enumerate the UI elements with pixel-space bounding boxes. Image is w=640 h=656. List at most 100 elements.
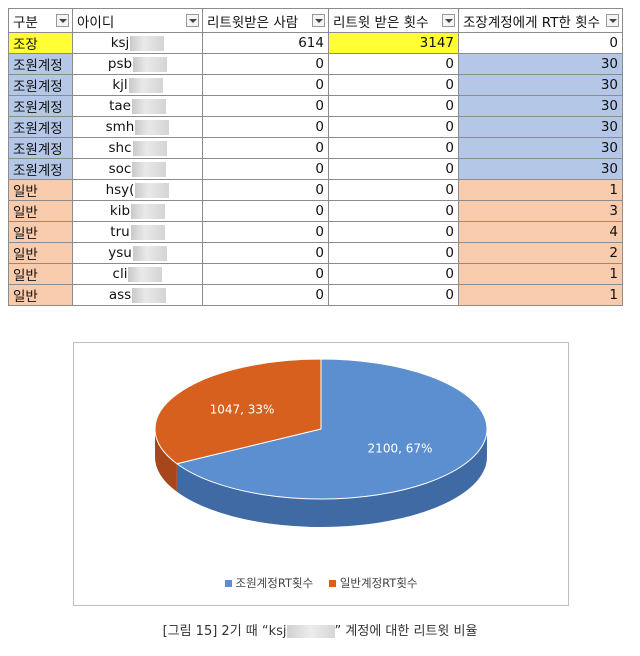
header-row: 구분 아이디 리트윗받은 사람 리트윗 받은 횟수 조장계정에게 RT한 횟수 (8, 8, 623, 33)
id-cell[interactable]: shc (72, 137, 203, 159)
retweet-table: 구분 아이디 리트윗받은 사람 리트윗 받은 횟수 조장계정에게 RT한 횟수 … (8, 8, 623, 306)
rt-to-leader-cell[interactable]: 30 (458, 95, 623, 117)
received-count-cell[interactable]: 0 (328, 53, 459, 75)
rt-to-leader-cell[interactable]: 4 (458, 221, 623, 243)
type-cell[interactable]: 일반 (8, 263, 73, 285)
redacted-id (130, 224, 165, 240)
filter-dropdown-icon[interactable] (442, 14, 455, 27)
rt-to-leader-cell[interactable]: 0 (458, 32, 623, 54)
received-count-cell[interactable]: 0 (328, 242, 459, 264)
received-people-cell[interactable]: 0 (202, 74, 329, 96)
received-count-cell[interactable]: 0 (328, 200, 459, 222)
table-row: 조원계정 kjl 0 0 30 (8, 74, 623, 96)
redacted-id (132, 140, 167, 156)
received-count-cell[interactable]: 0 (328, 95, 459, 117)
rt-to-leader-cell[interactable]: 1 (458, 263, 623, 285)
received-count-cell[interactable]: 0 (328, 158, 459, 180)
received-count-cell[interactable]: 0 (328, 74, 459, 96)
type-cell[interactable]: 조원계정 (8, 137, 73, 159)
id-cell[interactable]: cli (72, 263, 203, 285)
type-cell[interactable]: 일반 (8, 200, 73, 222)
id-cell[interactable]: psb (72, 53, 203, 75)
received-people-cell[interactable]: 0 (202, 179, 329, 201)
legend-swatch (224, 580, 232, 587)
id-cell[interactable]: ass (72, 284, 203, 306)
redacted-id (131, 98, 166, 114)
id-cell[interactable]: kjl (72, 74, 203, 96)
received-people-cell[interactable]: 0 (202, 284, 329, 306)
received-people-cell[interactable]: 0 (202, 221, 329, 243)
pie-slice[interactable] (175, 358, 488, 500)
id-cell[interactable]: ysu (72, 242, 203, 264)
type-cell[interactable]: 일반 (8, 284, 73, 306)
rt-to-leader-cell[interactable]: 30 (458, 74, 623, 96)
rt-to-leader-cell[interactable]: 1 (458, 179, 623, 201)
id-cell[interactable]: tae (72, 95, 203, 117)
table-row: 조원계정 soc 0 0 30 (8, 158, 623, 180)
received-people-cell[interactable]: 0 (202, 95, 329, 117)
table-row: 조원계정 tae 0 0 30 (8, 95, 623, 117)
id-cell[interactable]: tru (72, 221, 203, 243)
rt-to-leader-cell[interactable]: 1 (458, 284, 623, 306)
type-cell[interactable]: 일반 (8, 221, 73, 243)
type-cell[interactable]: 조원계정 (8, 95, 73, 117)
redacted-id (132, 287, 167, 303)
rt-to-leader-cell[interactable]: 30 (458, 116, 623, 138)
id-cell[interactable]: kib (72, 200, 203, 222)
header-cell-id[interactable]: 아이디 (72, 8, 203, 33)
header-cell-received-count[interactable]: 리트윗 받은 횟수 (328, 8, 459, 33)
rt-to-leader-cell[interactable]: 30 (458, 137, 623, 159)
table-row: 조장 ksj 614 3147 0 (8, 32, 623, 54)
type-cell[interactable]: 조원계정 (8, 116, 73, 138)
filter-dropdown-icon[interactable] (312, 14, 325, 27)
pie-slice-side (176, 429, 488, 527)
received-people-cell[interactable]: 0 (202, 263, 329, 285)
pie-slice[interactable] (154, 358, 322, 465)
received-count-cell[interactable]: 0 (328, 221, 459, 243)
type-cell[interactable]: 조장 (8, 32, 73, 54)
filter-dropdown-icon[interactable] (186, 14, 199, 27)
filter-dropdown-icon[interactable] (56, 14, 69, 27)
received-people-cell[interactable]: 0 (202, 242, 329, 264)
filter-dropdown-icon[interactable] (606, 14, 619, 27)
pie-chart-canvas: 2100, 67% 1047, 33% (154, 358, 488, 527)
type-cell[interactable]: 조원계정 (8, 53, 73, 75)
received-people-cell[interactable]: 0 (202, 116, 329, 138)
header-cell-received-people[interactable]: 리트윗받은 사람 (202, 8, 329, 33)
received-people-cell[interactable]: 0 (202, 137, 329, 159)
received-count-cell[interactable]: 0 (328, 116, 459, 138)
legend-item-general: 일반계정RT횟수 (328, 575, 418, 591)
received-count-cell[interactable]: 0 (328, 263, 459, 285)
type-cell[interactable]: 일반 (8, 179, 73, 201)
header-cell-type[interactable]: 구분 (8, 8, 73, 33)
received-count-cell[interactable]: 0 (328, 137, 459, 159)
received-people-cell[interactable]: 614 (202, 32, 329, 54)
id-cell[interactable]: ksj (72, 32, 203, 54)
id-cell[interactable]: hsy( (72, 179, 203, 201)
figure-caption: [그림 15] 2기 때 “ksj” 계정에 대한 리트윗 비율 (162, 624, 478, 639)
type-cell[interactable]: 조원계정 (8, 74, 73, 96)
received-count-cell[interactable]: 0 (328, 284, 459, 306)
received-count-cell[interactable]: 3147 (328, 32, 459, 54)
redacted-id (131, 203, 166, 219)
redacted-id (286, 625, 335, 638)
redacted-id (128, 266, 163, 282)
rt-to-leader-cell[interactable]: 2 (458, 242, 623, 264)
id-cell[interactable]: smh (72, 116, 203, 138)
id-cell[interactable]: soc (72, 158, 203, 180)
legend-swatch (328, 580, 336, 587)
table-row: 일반 tru 0 0 4 (8, 221, 623, 243)
type-cell[interactable]: 조원계정 (8, 158, 73, 180)
rt-to-leader-cell[interactable]: 30 (458, 158, 623, 180)
redacted-id (128, 77, 163, 93)
rt-to-leader-cell[interactable]: 30 (458, 53, 623, 75)
received-people-cell[interactable]: 0 (202, 200, 329, 222)
received-people-cell[interactable]: 0 (202, 53, 329, 75)
received-count-cell[interactable]: 0 (328, 179, 459, 201)
rt-to-leader-cell[interactable]: 3 (458, 200, 623, 222)
table-row: 조원계정 smh 0 0 30 (8, 116, 623, 138)
header-cell-rt-to-leader[interactable]: 조장계정에게 RT한 횟수 (458, 8, 623, 33)
received-people-cell[interactable]: 0 (202, 158, 329, 180)
pie-data-label: 1047, 33% (210, 403, 275, 417)
type-cell[interactable]: 일반 (8, 242, 73, 264)
